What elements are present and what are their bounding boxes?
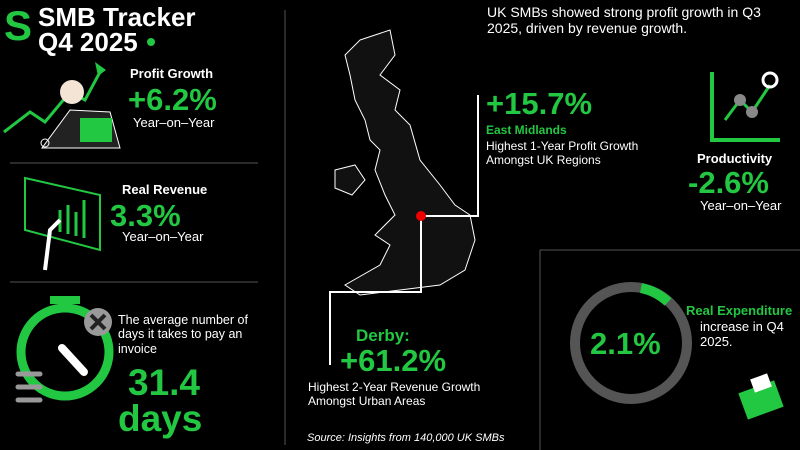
wallet-icon (738, 373, 784, 420)
profit-sub: Year–on–Year (133, 115, 215, 130)
expenditure-value: 2.1% (590, 326, 661, 361)
dividers (10, 10, 800, 450)
profit-value: +6.2% (128, 82, 217, 117)
east-midlands-value: +15.7% (486, 86, 593, 121)
derby-marker (416, 211, 426, 221)
productivity-label: Productivity (697, 151, 773, 166)
productivity-value: -2.6% (688, 165, 769, 200)
title: SMB Tracker (38, 2, 196, 32)
productivity-sub: Year–on–Year (700, 198, 782, 213)
logo: S (4, 2, 32, 49)
revenue-sub: Year–on–Year (122, 229, 204, 244)
period: Q4 2025 (38, 27, 138, 57)
expenditure-highlight: Real Expenditure (686, 303, 793, 318)
derby-label: Derby: (356, 326, 410, 345)
derby-value: +61.2% (340, 343, 447, 378)
stopwatch-icon (15, 296, 114, 403)
logo-dot (147, 38, 155, 46)
intro: UK SMBs showed strong profit growth in Q… (487, 4, 761, 37)
payment-unit: days (118, 398, 203, 439)
expenditure-arc (639, 283, 672, 306)
source: Source: Insights from 140,000 UK SMBs (307, 432, 505, 444)
expenditure-text: increase in Q4 2025. (700, 319, 784, 349)
derby-text: Highest 2-Year Revenue Growth Amongst Ur… (308, 380, 481, 408)
profit-illustration (3, 62, 121, 149)
productivity-icon (710, 71, 780, 142)
revenue-label: Real Revenue (122, 182, 208, 197)
revenue-illustration (24, 176, 101, 271)
payment-value: 31.4 (128, 362, 201, 403)
east-midlands-text: Highest 1-Year Profit Growth Amongst UK … (486, 139, 639, 167)
callout-lines (329, 95, 479, 365)
northern-ireland (334, 164, 366, 196)
revenue-value: 3.3% (110, 198, 181, 233)
uk-map (344, 29, 476, 296)
payment-text: The average number of days it takes to p… (118, 313, 248, 356)
profit-label: Profit Growth (130, 66, 214, 81)
expenditure-ring (570, 282, 692, 404)
east-midlands-region: East Midlands (486, 123, 567, 137)
